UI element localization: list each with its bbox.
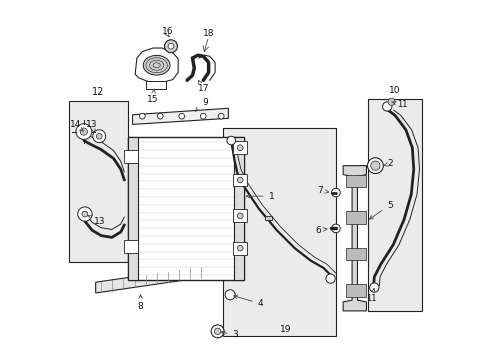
Circle shape [382,102,391,111]
Circle shape [218,113,224,119]
Polygon shape [135,48,178,82]
Text: 11: 11 [391,100,407,109]
Bar [233,141,247,154]
Circle shape [179,113,184,119]
Circle shape [331,188,340,197]
Circle shape [76,124,92,139]
Text: 5: 5 [369,201,392,219]
Bar [69,101,128,262]
Circle shape [211,325,224,338]
Bar [128,137,244,280]
Circle shape [93,130,105,143]
Bar [123,150,138,163]
Circle shape [331,224,340,233]
Bar [145,81,165,89]
Circle shape [237,245,243,251]
Circle shape [369,283,378,292]
Text: 9: 9 [195,98,207,111]
Bar [234,137,244,280]
Circle shape [237,177,243,183]
Bar [346,211,365,224]
Bar [233,210,247,222]
Circle shape [96,134,102,139]
Text: 2: 2 [383,159,392,168]
Text: 1: 1 [246,192,274,201]
Circle shape [224,290,235,300]
Circle shape [387,98,394,105]
Bar [233,242,247,255]
Circle shape [157,113,163,119]
Text: 13: 13 [88,216,105,226]
Polygon shape [343,166,366,311]
Bar [123,240,138,253]
Text: 18: 18 [203,29,214,38]
Polygon shape [132,108,228,125]
Circle shape [139,113,145,119]
Circle shape [370,161,379,170]
Circle shape [237,213,243,219]
Circle shape [325,274,335,283]
Bar [346,175,365,187]
Text: 6: 6 [314,226,326,235]
Text: 8: 8 [137,295,143,311]
Circle shape [80,128,87,135]
Text: 10: 10 [388,86,400,95]
Text: 17: 17 [197,80,208,93]
Text: 16: 16 [162,27,173,36]
Text: 7: 7 [316,186,328,195]
Circle shape [237,145,243,150]
Circle shape [226,136,235,145]
Bar [233,174,247,186]
Circle shape [168,43,174,49]
Text: 3: 3 [221,330,238,339]
Circle shape [78,207,92,221]
Text: 11: 11 [366,288,376,303]
Text: 4: 4 [233,295,263,308]
Text: 15: 15 [147,89,159,104]
Circle shape [82,211,88,217]
Polygon shape [96,266,206,293]
Bar [346,248,365,260]
Circle shape [164,40,177,53]
Text: 14: 14 [69,120,83,131]
Circle shape [214,328,221,334]
Circle shape [367,158,383,174]
Text: 19: 19 [280,325,291,334]
Bar [346,284,365,297]
Bar [265,216,272,220]
Bar [223,128,335,336]
Circle shape [200,113,206,119]
Bar [128,137,138,280]
Bar [367,99,421,311]
Text: 12: 12 [92,87,104,97]
Text: 13: 13 [86,120,98,132]
Ellipse shape [143,55,170,75]
